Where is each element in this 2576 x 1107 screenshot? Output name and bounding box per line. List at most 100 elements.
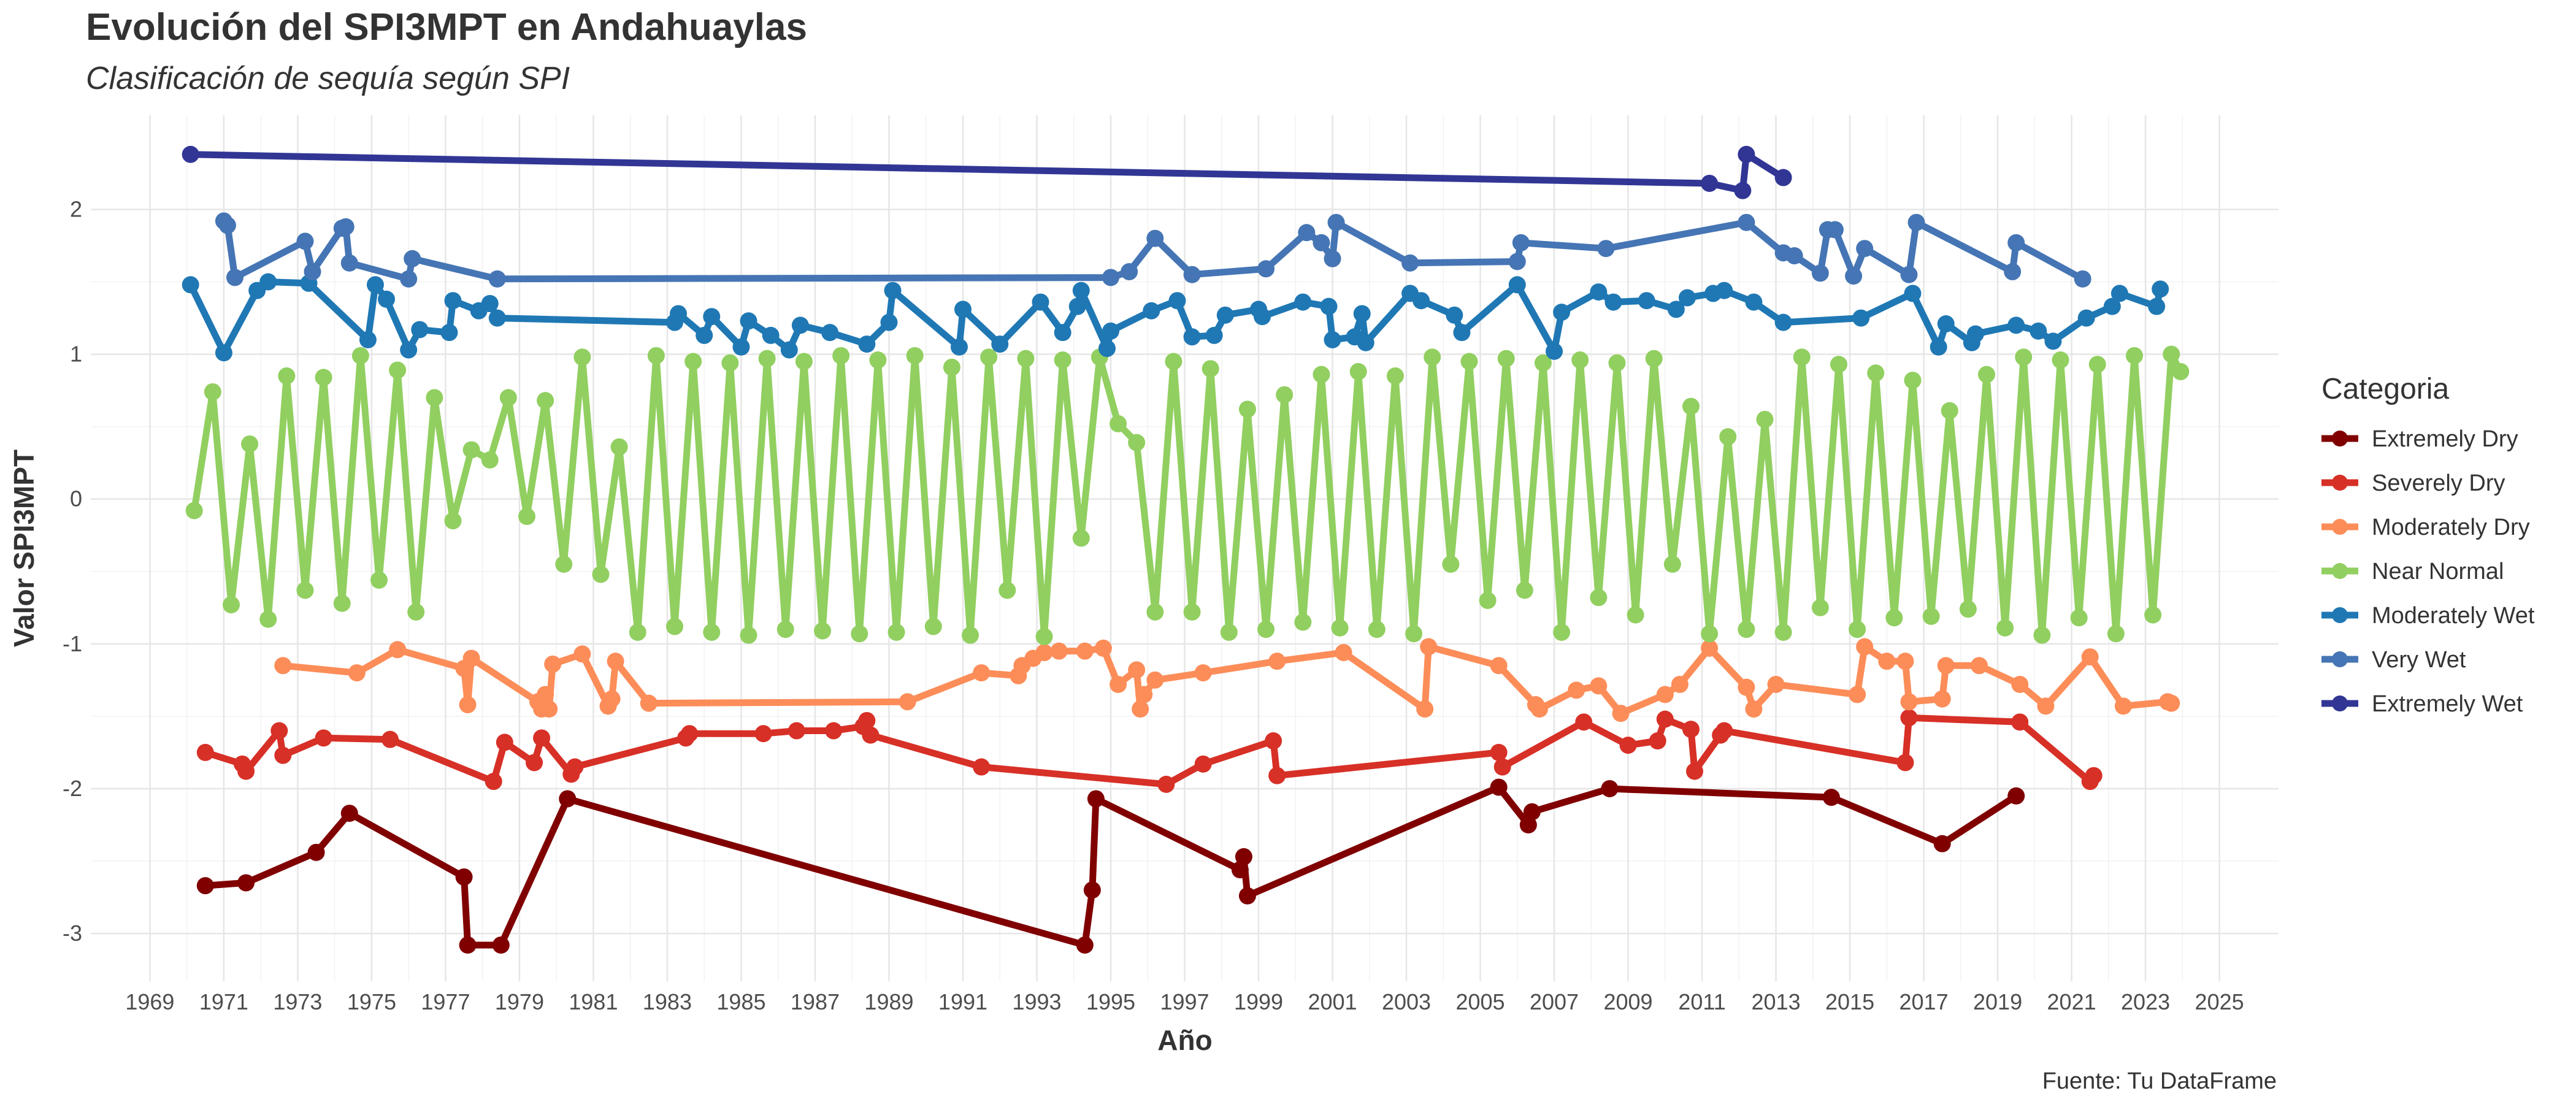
x-tick-label: 2009 xyxy=(1603,989,1652,1014)
data-point xyxy=(1128,661,1146,679)
data-point xyxy=(1313,366,1330,383)
data-point xyxy=(1701,625,1719,643)
data-point xyxy=(592,565,610,583)
data-point xyxy=(1671,675,1689,693)
data-point xyxy=(1516,581,1533,599)
data-point xyxy=(481,294,499,312)
data-point xyxy=(1530,700,1548,718)
data-point xyxy=(795,353,813,370)
data-point xyxy=(1327,213,1345,231)
x-tick-label: 1977 xyxy=(421,989,470,1014)
data-point xyxy=(1183,603,1201,621)
x-tick-label: 1993 xyxy=(1012,989,1061,1014)
data-point xyxy=(1143,302,1160,320)
data-point xyxy=(182,145,199,163)
data-point xyxy=(1132,700,1149,718)
data-point xyxy=(1852,309,1870,327)
data-point xyxy=(462,441,480,459)
data-point xyxy=(1856,240,1874,258)
data-point xyxy=(1017,350,1035,367)
data-point xyxy=(1734,182,1752,199)
data-point xyxy=(455,868,473,886)
data-point xyxy=(389,361,407,379)
data-point xyxy=(1453,324,1471,342)
data-point xyxy=(1490,657,1508,675)
data-point xyxy=(2070,609,2088,627)
data-point xyxy=(1826,221,1844,239)
data-point xyxy=(758,350,776,367)
data-point xyxy=(1416,700,1434,718)
data-point xyxy=(278,367,296,385)
data-point xyxy=(1896,653,1914,670)
data-point xyxy=(1774,313,1792,331)
data-point xyxy=(1490,743,1508,761)
legend-swatch-point xyxy=(2332,475,2348,491)
data-point xyxy=(2044,332,2062,350)
x-tick-label: 2001 xyxy=(1308,989,1357,1014)
data-point xyxy=(2011,713,2029,731)
data-point xyxy=(740,312,757,330)
data-point xyxy=(887,623,905,641)
x-tick-label: 2021 xyxy=(2047,989,2096,1014)
data-point xyxy=(1479,592,1497,610)
data-point xyxy=(2007,316,2025,334)
data-point xyxy=(1265,732,1282,750)
data-point xyxy=(1715,722,1733,740)
data-point xyxy=(1959,600,1977,618)
data-point xyxy=(340,805,358,822)
data-point xyxy=(1512,234,1530,251)
data-point xyxy=(1667,301,1685,318)
data-point xyxy=(518,508,535,526)
data-point xyxy=(296,232,314,250)
x-tick-label: 2011 xyxy=(1678,989,1725,1014)
data-point xyxy=(647,347,665,364)
data-point xyxy=(1202,360,1219,378)
data-point xyxy=(858,335,876,353)
data-point xyxy=(274,657,292,675)
data-point xyxy=(1900,709,1918,727)
data-point xyxy=(218,216,236,234)
data-point xyxy=(537,392,554,410)
data-point xyxy=(2052,351,2069,369)
data-point xyxy=(1121,263,1138,281)
data-point xyxy=(1738,145,1755,163)
legend-label: Moderately Dry xyxy=(2372,515,2530,540)
data-point xyxy=(2107,625,2125,643)
data-point xyxy=(1357,334,1374,351)
data-point xyxy=(1238,400,1256,418)
data-point xyxy=(1966,325,1984,343)
data-point xyxy=(1900,266,1918,283)
data-point xyxy=(259,610,277,628)
data-point xyxy=(1072,282,1090,299)
data-point xyxy=(1715,282,1733,299)
data-point xyxy=(950,338,968,356)
data-point xyxy=(1922,607,1940,625)
data-point xyxy=(1220,623,1238,641)
data-point xyxy=(791,316,809,334)
data-point xyxy=(1368,621,1386,638)
data-point xyxy=(351,347,369,364)
data-point xyxy=(681,725,699,743)
data-point xyxy=(607,653,624,670)
x-tick-label: 2025 xyxy=(2195,989,2244,1014)
x-tick-label: 2015 xyxy=(1825,989,1874,1014)
data-point xyxy=(1497,350,1515,367)
data-point xyxy=(1413,292,1430,310)
y-tick-label: 1 xyxy=(70,342,82,367)
data-point xyxy=(1878,653,1896,670)
data-point xyxy=(1553,304,1571,321)
data-point xyxy=(1612,705,1630,722)
data-point xyxy=(1701,639,1719,657)
data-point xyxy=(954,301,972,318)
data-point xyxy=(1335,644,1352,662)
x-tick-label: 2017 xyxy=(1899,989,1949,1014)
legend-swatch-point xyxy=(2332,651,2348,667)
x-tick-label: 1995 xyxy=(1086,989,1135,1014)
x-tick-label: 1991 xyxy=(938,989,987,1014)
plot-area xyxy=(182,145,2190,954)
data-point xyxy=(2088,356,2106,373)
data-point xyxy=(1822,789,1840,806)
data-point xyxy=(573,645,591,663)
data-point xyxy=(1194,664,1212,682)
data-point xyxy=(1830,356,1847,373)
